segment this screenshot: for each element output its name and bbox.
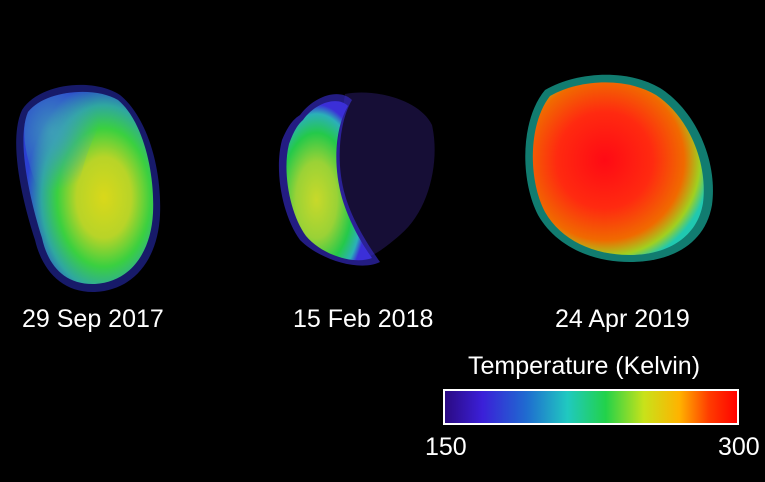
date-label-2019: 24 Apr 2019 — [555, 305, 690, 333]
temperature-colorbar — [443, 389, 739, 425]
moon-2018 — [278, 92, 435, 266]
date-label-2018: 15 Feb 2018 — [293, 305, 434, 333]
moon-2017 — [16, 84, 161, 293]
colorbar-title: Temperature (Kelvin) — [468, 352, 701, 380]
colorbar-max-label: 300 — [718, 433, 760, 461]
date-label-2017: 29 Sep 2017 — [22, 305, 164, 333]
colorbar-min-label: 150 — [425, 433, 467, 461]
moon-2019 — [525, 74, 713, 262]
